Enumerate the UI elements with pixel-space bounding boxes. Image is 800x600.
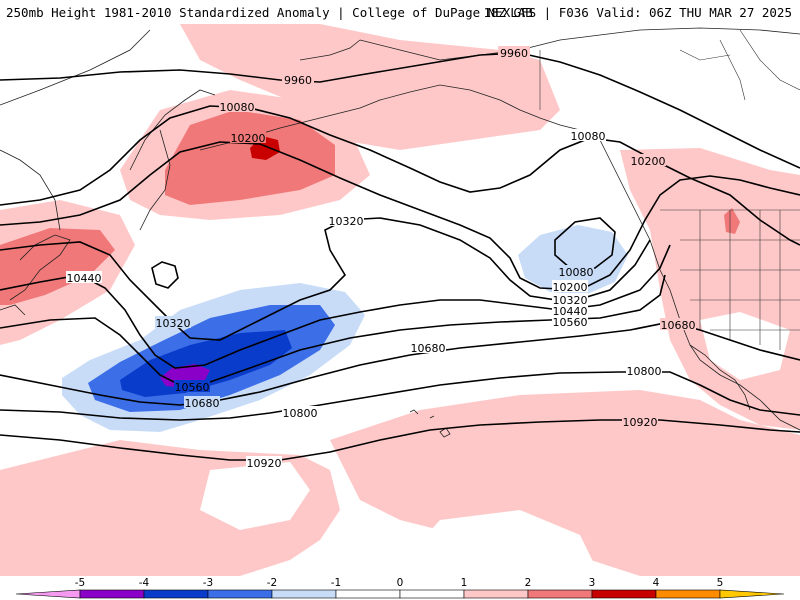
contour-label: 10560	[175, 381, 210, 394]
coastlines	[0, 27, 800, 438]
run-info: 18Z GFS | F036 Valid: 06Z THU MAR 27 202…	[483, 5, 792, 20]
contour-label: 10680	[185, 397, 220, 410]
colorbar-swatch	[143, 589, 209, 599]
contour-label: 10320	[329, 215, 364, 228]
contour-label: 10680	[411, 342, 446, 355]
anomaly-neutral-gap-3	[700, 312, 790, 380]
contour-label: 10080	[571, 130, 606, 143]
contour-label: 10680	[661, 319, 696, 332]
contour-label: 10200	[553, 281, 588, 294]
colorbar-tick-label: -3	[203, 577, 213, 589]
colorbar-tick-label: -2	[267, 577, 277, 589]
anomaly-positive-pacific-north	[180, 24, 560, 150]
colorbar-swatch	[399, 589, 465, 599]
contour-label: 10800	[627, 365, 662, 378]
contour-label: 9960	[284, 74, 312, 87]
colorbar-tick-label: -4	[139, 577, 150, 589]
contour-label: 10440	[67, 272, 102, 285]
anomaly-shading	[0, 24, 800, 576]
contour-10320	[0, 217, 651, 341]
contour-10800	[0, 371, 800, 421]
colorbar-tick-label: 2	[525, 577, 532, 589]
contour-9960	[0, 52, 800, 169]
anomaly-negative-ne-pacific	[518, 225, 628, 295]
contour-label: 10080	[559, 266, 594, 279]
contour-label: 10200	[231, 132, 266, 145]
colorbar-tick-label: 1	[461, 577, 468, 589]
header: 250mb Height 1981-2010 Standardized Anom…	[0, 0, 800, 24]
colorbar-tick-label: -1	[331, 577, 341, 589]
colorbar-swatch	[207, 589, 273, 599]
colorbar: -5 -4 -3 -2 -1 0 1 2 3 4 5	[0, 576, 800, 600]
anomaly-neutral-gap-2	[415, 510, 600, 576]
colorbar-swatch	[591, 589, 657, 599]
contour-label: 10800	[283, 407, 318, 420]
contour-label: 10920	[247, 457, 282, 470]
contour-label: 10560	[553, 316, 588, 329]
colorbar-tick-label: 4	[653, 577, 660, 589]
colorbar-swatch	[335, 589, 401, 599]
contour-label: 10080	[220, 101, 255, 114]
colorbar-ticks: -5 -4 -3 -2 -1 0 1 2 3 4 5	[75, 577, 724, 589]
contour-10680	[0, 321, 800, 406]
contour-10320-closed	[151, 261, 179, 289]
colorbar-swatches	[15, 589, 785, 599]
colorbar-tick-label: 3	[589, 577, 596, 589]
colorbar-swatch	[271, 589, 337, 599]
anomaly-strong-positive-japan	[0, 228, 115, 305]
contour-label: 10440	[553, 305, 588, 318]
contour-label: 10320	[553, 294, 588, 307]
contour-label: 9960	[500, 47, 528, 60]
contour-label: 10920	[623, 416, 658, 429]
anomaly-strong-positive-bering	[165, 110, 335, 205]
colorbar-tick-label: 5	[717, 577, 724, 589]
colorbar-swatch	[527, 589, 593, 599]
contour-10920	[0, 419, 800, 461]
political-borders	[539, 29, 800, 350]
colorbar-swatch-max-arrow	[719, 589, 785, 599]
contour-10200	[0, 141, 800, 291]
contour-label: 10320	[156, 317, 191, 330]
colorbar-tick-label: 0	[397, 577, 404, 589]
anomaly-strong-positive-rockies	[724, 208, 740, 234]
contour-label: 10200	[631, 155, 666, 168]
contour-10560	[0, 274, 666, 386]
colorbar-swatch	[79, 589, 145, 599]
anomaly-neutral-gap-1	[200, 462, 310, 530]
contour-10080-low	[554, 217, 616, 269]
colorbar-tick-label: -5	[75, 577, 85, 589]
map-area: 9960 9960 10080 10080 10200 10200 10200 …	[0, 24, 800, 576]
contour-labels: 9960 9960 10080 10080 10200 10200 10200 …	[66, 46, 696, 470]
colorbar-swatch	[463, 589, 529, 599]
colorbar-swatch	[655, 589, 721, 599]
map-title: 250mb Height 1981-2010 Standardized Anom…	[6, 5, 533, 20]
